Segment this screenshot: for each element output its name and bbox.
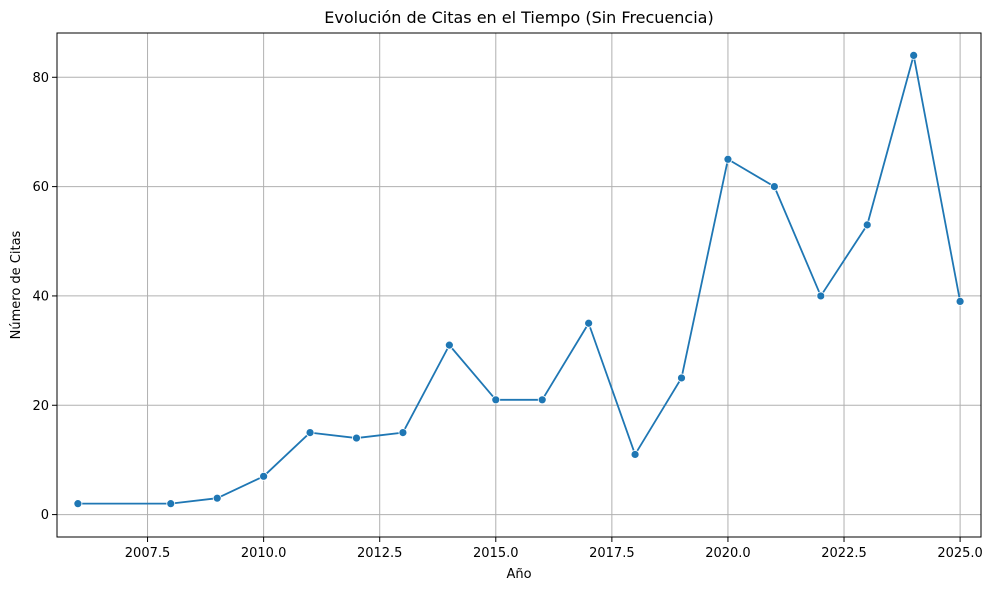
data-point [352, 433, 361, 443]
data-point [537, 395, 547, 405]
y-axis-label: Número de Citas [9, 230, 24, 339]
data-point [259, 471, 269, 481]
data-point [909, 51, 919, 60]
data-point [212, 493, 222, 503]
data-point [630, 450, 640, 459]
data-point [166, 499, 176, 509]
plot-frame [56, 32, 982, 538]
x-axis-label: Año [506, 567, 531, 582]
x-tick-label: 2015.0 [473, 546, 519, 561]
y-tick-label: 60 [32, 180, 49, 195]
x-tick-label: 2010.0 [241, 546, 287, 561]
x-tick-label: 2017.5 [589, 546, 635, 561]
data-point [491, 395, 501, 405]
grid [57, 33, 981, 537]
data-point [769, 182, 779, 192]
data-point [723, 154, 733, 164]
data-point [444, 340, 454, 350]
y-tick-label: 40 [32, 289, 49, 304]
data-point [398, 428, 408, 437]
x-tick-label: 2025.0 [937, 546, 983, 561]
y-tick-label: 0 [41, 508, 49, 523]
data-point [305, 428, 315, 437]
y-tick-label: 20 [32, 399, 49, 414]
x-tick-label: 2022.5 [821, 546, 867, 561]
x-tick-label: 2012.5 [357, 546, 403, 561]
data-point [584, 318, 594, 328]
x-tick-label: 2020.0 [705, 546, 751, 561]
data-point [955, 296, 965, 306]
series-layer [73, 51, 965, 509]
data-point [73, 499, 83, 509]
x-tick-label: 2007.5 [125, 546, 171, 561]
data-point [816, 291, 826, 301]
data-point [862, 220, 872, 230]
chart-title: Evolución de Citas en el Tiempo (Sin Fre… [324, 8, 713, 27]
axis-ticks: 2007.5 2010.0 2012.5 2015.0 2017.5 2020.0 2022… [32, 71, 982, 561]
series-line [77, 54, 961, 505]
data-point [677, 373, 686, 383]
y-tick-label: 80 [32, 71, 49, 86]
